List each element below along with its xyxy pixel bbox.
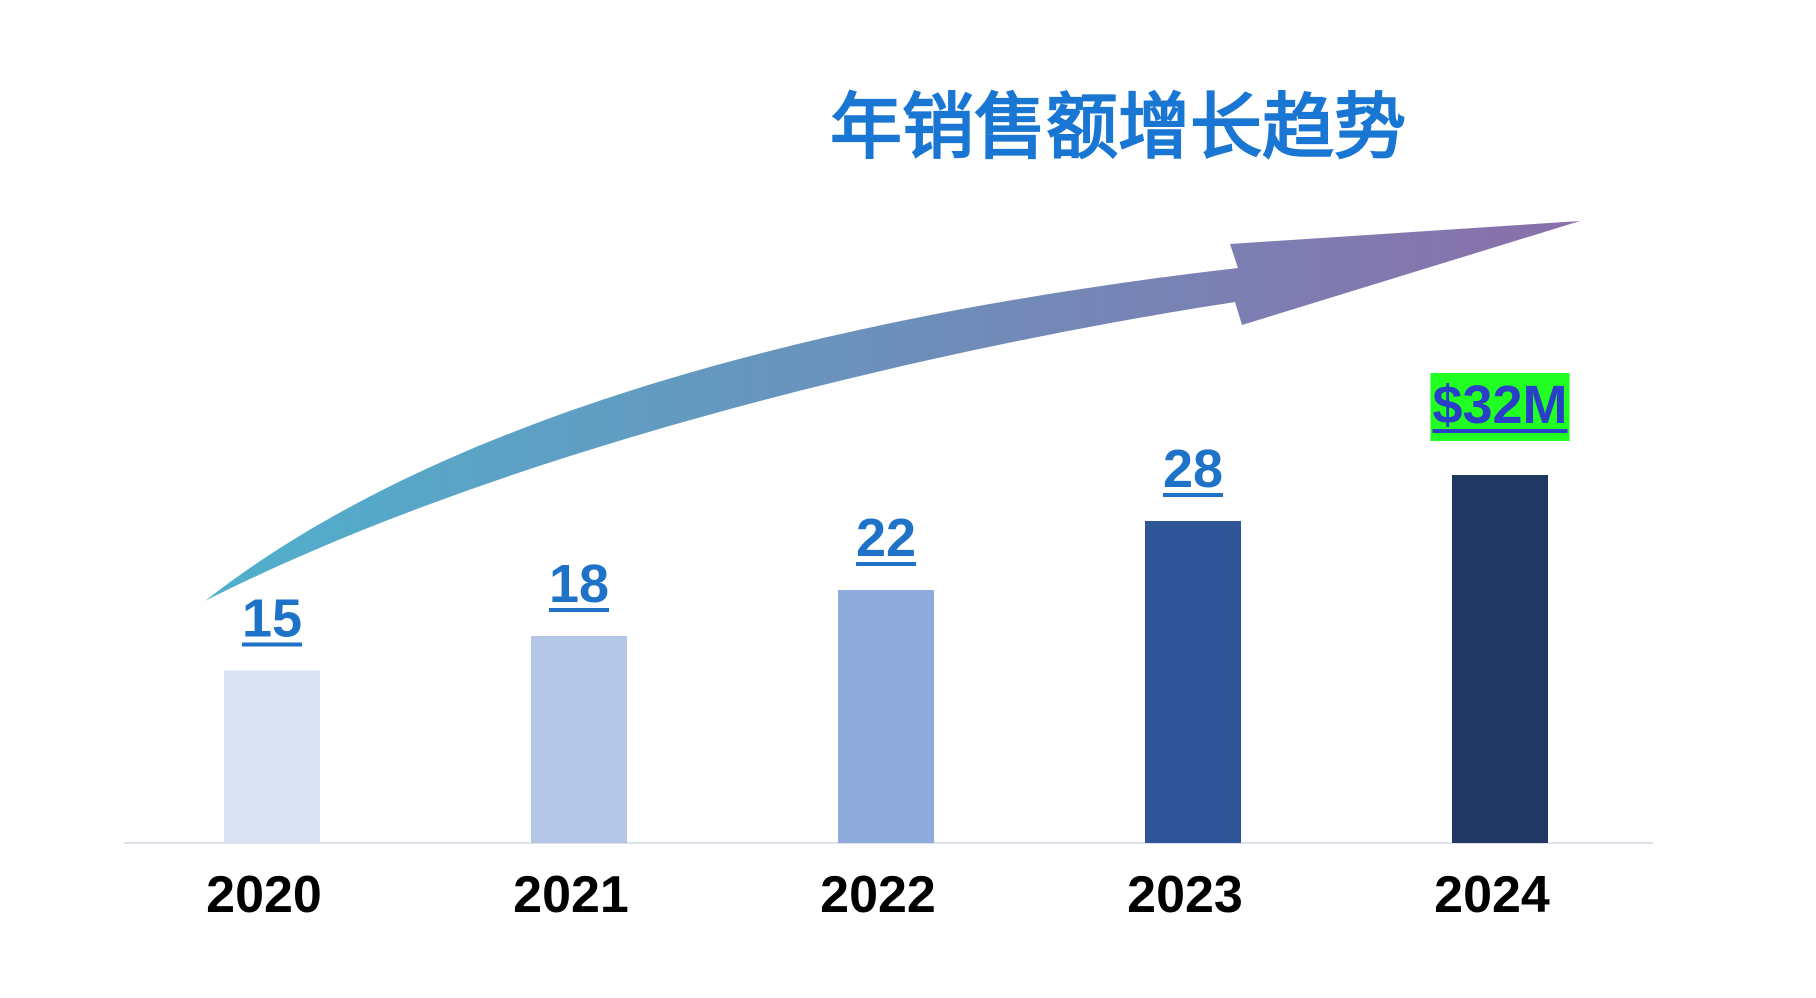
chart-title: 年销售额增长趋势	[830, 88, 1406, 168]
bar-2022	[838, 590, 934, 843]
x-tick-label-2023: 2023	[1127, 866, 1243, 924]
value-label-2022: 22	[856, 508, 916, 568]
x-tick-label-2022: 2022	[820, 866, 936, 924]
trend-arrow-icon	[205, 221, 1580, 601]
value-label-2021: 18	[549, 554, 609, 614]
bar-2020	[224, 670, 320, 843]
x-tick-label-2021: 2021	[513, 866, 629, 924]
x-tick-labels-group: 2020 2021 2022 2023 2024	[206, 866, 1550, 924]
value-label-2024: $32M	[1432, 375, 1567, 435]
value-label-2023: 28	[1163, 439, 1223, 499]
value-label-2020: 15	[242, 589, 302, 649]
x-tick-label-2024: 2024	[1434, 866, 1550, 924]
bar-2024	[1452, 475, 1548, 843]
bars-group	[224, 475, 1548, 843]
value-labels-group: 15 18 22 28 $32M	[241, 373, 1570, 649]
bar-2023	[1145, 521, 1241, 843]
x-tick-label-2020: 2020	[206, 866, 322, 924]
bar-2021	[531, 636, 627, 843]
